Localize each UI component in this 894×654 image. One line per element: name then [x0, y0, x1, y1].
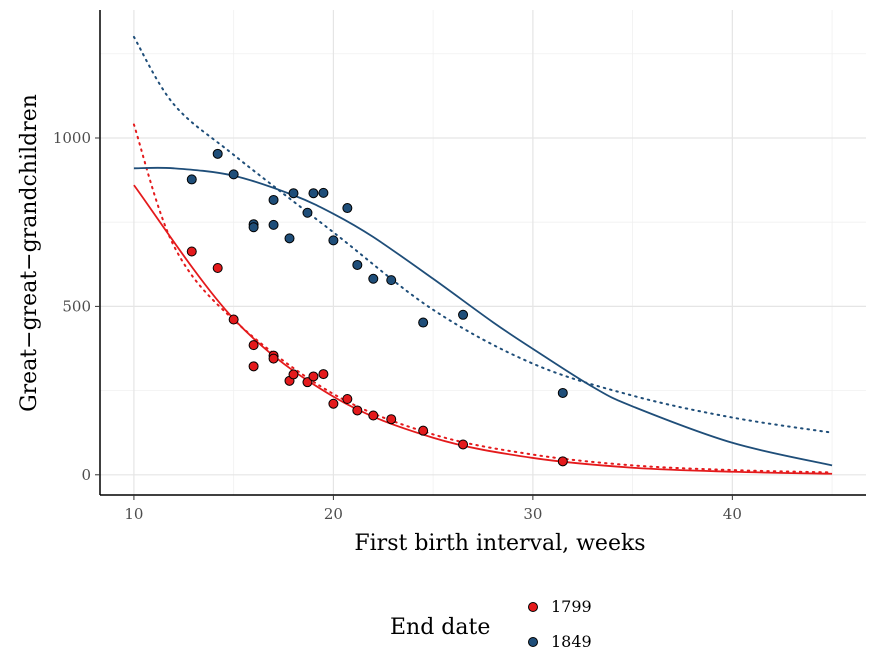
data-point-1799 [458, 439, 469, 450]
data-point-1849 [308, 188, 319, 199]
legend-marker-1799 [528, 602, 538, 612]
data-point-1849 [228, 169, 239, 180]
data-point-1849 [268, 219, 279, 230]
fit-curves [132, 35, 834, 475]
data-point-1849 [458, 309, 469, 320]
legend: End date 1799 1849 [390, 597, 592, 651]
data-point-1799 [386, 414, 397, 425]
data-point-1799 [248, 340, 259, 351]
data-point-1799 [186, 246, 197, 257]
x-tick-label: 30 [523, 505, 542, 523]
data-point-1799 [302, 377, 313, 388]
legend-label-1799: 1799 [551, 597, 592, 616]
data-point-1849 [248, 222, 259, 233]
data-point-1799 [342, 394, 353, 405]
x-tick-label: 20 [324, 505, 343, 523]
data-point-1849 [268, 194, 279, 205]
fit-curve-solid-1799 [133, 184, 833, 475]
data-point-1849 [342, 203, 353, 214]
data-point-1849 [418, 317, 429, 328]
data-point-1799 [288, 369, 299, 380]
data-points [186, 148, 568, 467]
y-axis-title: Great−great−grandchildren [17, 94, 42, 412]
data-point-1849 [557, 387, 568, 398]
data-point-1799 [318, 369, 329, 380]
data-point-1799 [308, 371, 319, 382]
fit-curve-dotted-1849 [132, 35, 834, 434]
y-tick-label: 0 [81, 466, 91, 484]
y-tick-label: 1000 [53, 129, 91, 147]
data-point-1849 [186, 174, 197, 185]
tick-labels: 10 20 30 40 0 500 1000 [53, 129, 742, 523]
y-tick-label: 500 [62, 297, 91, 315]
x-tick-label: 10 [124, 505, 143, 523]
data-point-1849 [368, 273, 379, 284]
legend-title: End date [390, 615, 490, 640]
legend-marker-1849 [528, 637, 538, 647]
data-point-1849 [288, 188, 299, 199]
data-point-1849 [328, 235, 339, 246]
data-point-1849 [284, 233, 295, 244]
x-tick-label: 40 [723, 505, 742, 523]
axes [99, 10, 866, 496]
data-point-1799 [368, 410, 379, 421]
data-point-1849 [212, 148, 223, 159]
data-point-1849 [318, 187, 329, 198]
data-point-1849 [386, 275, 397, 286]
fit-curve-solid-1849 [133, 166, 833, 467]
data-point-1799 [352, 405, 363, 416]
data-point-1799 [418, 425, 429, 436]
data-point-1799 [228, 314, 239, 325]
data-point-1799 [557, 456, 568, 467]
data-point-1849 [352, 259, 363, 270]
data-point-1799 [248, 361, 259, 372]
data-point-1849 [302, 207, 313, 218]
legend-label-1849: 1849 [551, 632, 592, 651]
data-point-1799 [212, 262, 223, 273]
data-point-1799 [268, 353, 279, 364]
x-axis-title: First birth interval, weeks [354, 531, 645, 556]
data-point-1799 [328, 398, 339, 409]
fit-curve-dotted-1799 [132, 123, 834, 474]
grid-lines [100, 10, 866, 495]
